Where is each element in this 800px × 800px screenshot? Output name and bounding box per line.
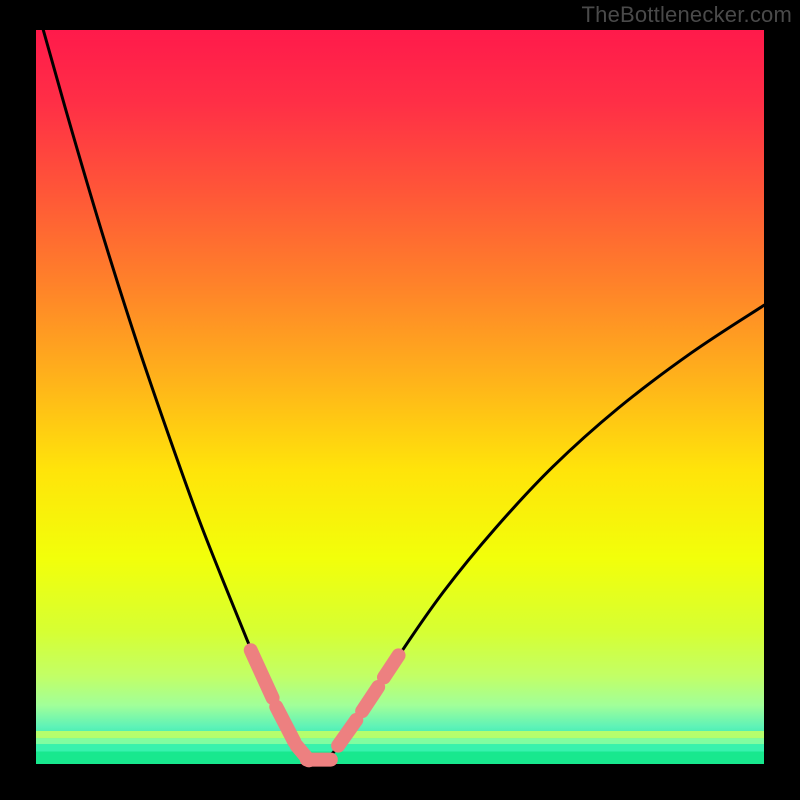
bottom-band-3 <box>36 752 764 764</box>
chart-stage: TheBottlenecker.com <box>0 0 800 800</box>
bottleneck-chart <box>0 0 800 800</box>
watermark-text: TheBottlenecker.com <box>582 2 792 28</box>
bottom-band-2 <box>36 744 764 751</box>
bottom-band-0 <box>36 731 764 738</box>
bottom-band-1 <box>36 738 764 744</box>
